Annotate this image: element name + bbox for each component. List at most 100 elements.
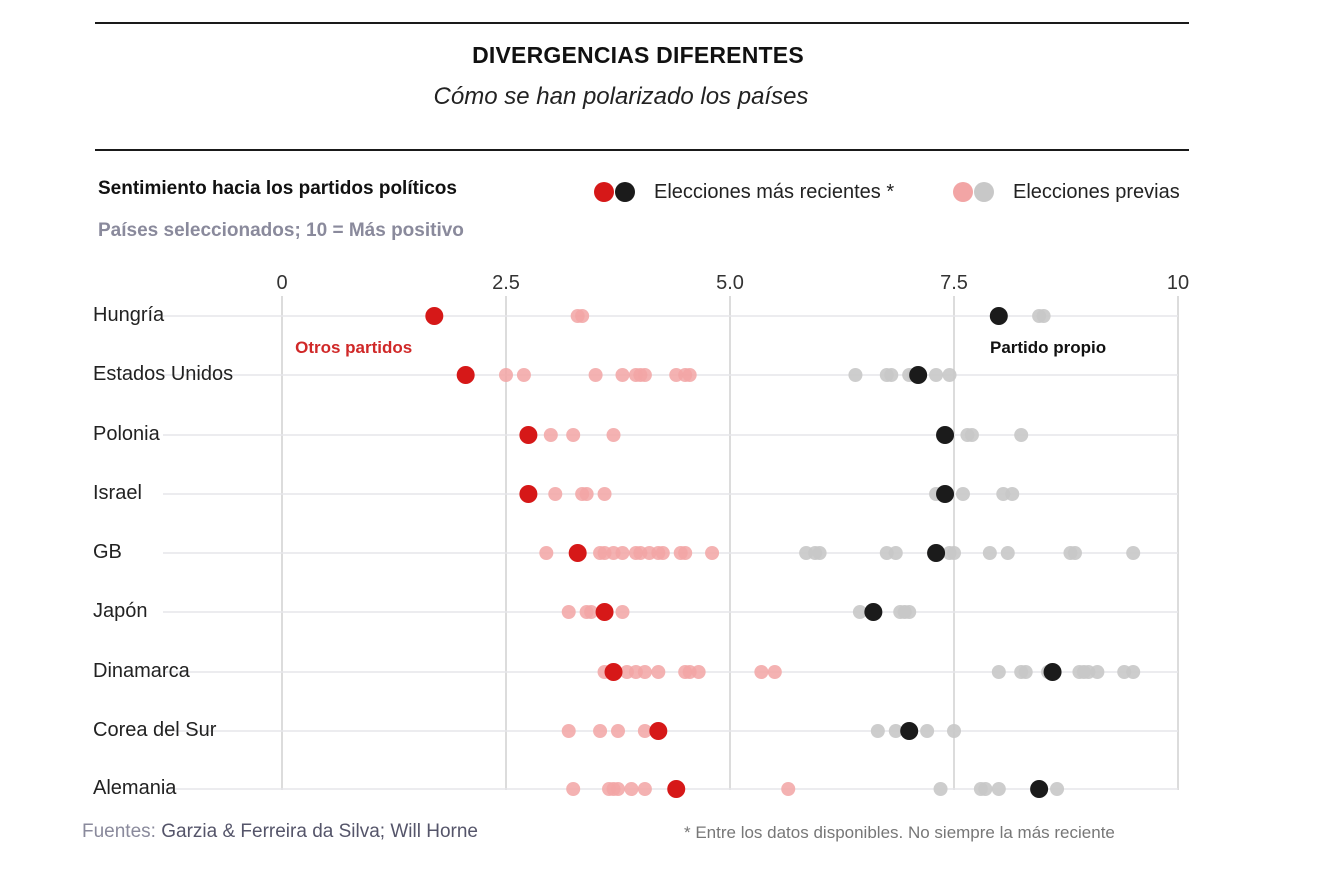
point-other-previous xyxy=(754,665,769,679)
point-other-previous xyxy=(579,487,594,501)
point-other-previous xyxy=(606,428,621,442)
panel-subtitle: Países seleccionados; 10 = Más positivo xyxy=(98,220,464,241)
labels-layer: 0 2.5 5.0 7.5 10 Hungría Estados Unidos Polonia… xyxy=(93,272,1189,799)
point-own-previous xyxy=(947,724,961,738)
point-other-recent-japon xyxy=(595,603,614,621)
point-own-previous xyxy=(929,368,944,382)
point-other-previous xyxy=(548,487,563,501)
legend-recent-swatch xyxy=(594,182,635,202)
point-other-previous xyxy=(566,428,581,442)
point-own-previous xyxy=(1000,546,1015,560)
point-other-previous xyxy=(691,665,706,679)
point-other-previous xyxy=(682,368,697,382)
point-other-previous xyxy=(561,605,576,619)
footnote: * Entre los datos disponibles. No siempr… xyxy=(684,823,1115,842)
point-other-recent-polonia xyxy=(519,426,538,444)
point-own-recent-japon xyxy=(864,603,883,621)
point-other-previous xyxy=(781,782,796,796)
point-own-recent-dinamarca xyxy=(1043,663,1062,681)
point-other-previous xyxy=(615,546,630,560)
point-own-previous xyxy=(884,368,899,382)
legend-recent: Elecciones más recientes * xyxy=(594,178,894,206)
point-other-previous xyxy=(651,665,666,679)
point-own-previous xyxy=(1126,546,1141,560)
legend-previous-own-dot xyxy=(974,182,994,202)
point-own-previous xyxy=(812,546,827,560)
point-own-previous xyxy=(1018,665,1033,679)
point-own-previous xyxy=(982,546,997,560)
country-label-gb: GB xyxy=(93,541,122,563)
point-own-recent-alemania xyxy=(1030,780,1049,798)
point-other-previous xyxy=(584,605,599,619)
country-label-estados-unidos: Estados Unidos xyxy=(93,363,233,385)
point-other-previous xyxy=(588,368,603,382)
point-own-recent-hungria xyxy=(989,307,1008,325)
point-own-previous xyxy=(991,665,1006,679)
point-other-previous xyxy=(624,782,639,796)
point-other-previous xyxy=(499,368,513,382)
point-own-previous xyxy=(902,605,917,619)
point-other-previous xyxy=(678,546,693,560)
point-own-previous xyxy=(920,724,935,738)
point-other-previous xyxy=(611,782,625,796)
point-other-recent-alemania xyxy=(667,780,686,798)
point-other-previous xyxy=(611,724,625,738)
point-own-previous xyxy=(1036,309,1051,323)
point-other-previous xyxy=(637,724,652,738)
point-own-previous xyxy=(978,782,993,796)
point-other-recent-dinamarca xyxy=(604,663,623,681)
point-own-previous xyxy=(1014,428,1029,442)
point-other-previous xyxy=(637,665,652,679)
point-other-previous xyxy=(543,428,558,442)
point-own-previous xyxy=(852,605,867,619)
legend-recent-own-dot xyxy=(615,182,635,202)
row-lines-layer xyxy=(163,315,1178,790)
recent-elections-layer xyxy=(425,307,1062,798)
point-own-previous xyxy=(888,724,903,738)
legend-previous-label: Elecciones previas xyxy=(1013,180,1180,203)
x-tick-label: 10 xyxy=(1167,272,1189,294)
point-own-recent-estados-unidos xyxy=(909,366,928,384)
point-other-recent-gb xyxy=(568,544,587,562)
point-own-previous xyxy=(1050,782,1065,796)
point-other-previous xyxy=(615,605,630,619)
top-rule xyxy=(95,22,1189,24)
sources-text: Garzia & Ferreira da Silva; Will Horne xyxy=(161,821,478,842)
point-own-previous xyxy=(848,368,863,382)
point-other-previous xyxy=(566,782,581,796)
point-other-previous xyxy=(655,546,670,560)
point-other-previous xyxy=(561,724,576,738)
country-label-israel: Israel xyxy=(93,482,142,504)
point-own-recent-corea-del-sur xyxy=(900,722,919,740)
x-tick-label: 0 xyxy=(276,272,287,294)
annotation-partido-propio: Partido propio xyxy=(990,338,1106,357)
point-own-previous xyxy=(1005,487,1020,501)
legend-previous-swatch xyxy=(953,182,994,202)
panel-title: Sentimiento hacia los partidos políticos xyxy=(98,178,457,199)
country-label-polonia: Polonia xyxy=(93,423,161,445)
x-tick-label: 2.5 xyxy=(492,272,520,294)
point-other-previous xyxy=(705,546,720,560)
point-other-recent-estados-unidos xyxy=(456,366,475,384)
point-other-previous xyxy=(767,665,782,679)
country-label-alemania: Alemania xyxy=(93,777,177,799)
point-own-recent-israel xyxy=(936,485,955,503)
point-own-recent-gb xyxy=(927,544,946,562)
point-own-previous xyxy=(870,724,885,738)
point-other-previous xyxy=(539,546,554,560)
point-own-previous xyxy=(1067,546,1082,560)
point-other-recent-israel xyxy=(519,485,538,503)
point-other-recent-hungria xyxy=(425,307,444,325)
grid-layer xyxy=(281,296,1179,790)
legend-previous-other-dot xyxy=(953,182,973,202)
previous-elections-layer xyxy=(499,309,1141,796)
point-own-previous xyxy=(933,782,948,796)
point-own-previous xyxy=(888,546,903,560)
point-own-previous xyxy=(1090,665,1105,679)
sources: Fuentes: Garzia & Ferreira da Silva; Wil… xyxy=(82,821,478,843)
sources-prefix: Fuentes: xyxy=(82,821,156,842)
header-rule xyxy=(95,149,1189,151)
point-other-previous xyxy=(593,724,608,738)
point-other-recent-corea-del-sur xyxy=(649,722,668,740)
